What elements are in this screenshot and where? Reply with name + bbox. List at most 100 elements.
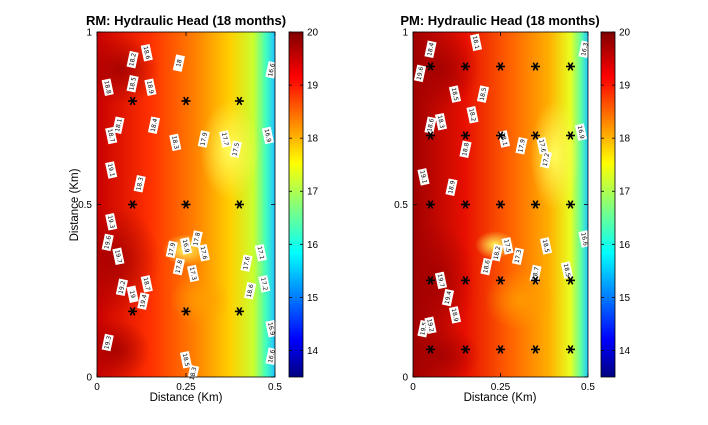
well-marker-stroke bbox=[236, 96, 243, 106]
colorbar-tick-label: 16 bbox=[307, 240, 319, 251]
contour-label-box bbox=[448, 85, 462, 103]
contour-label-text: 17.5 bbox=[502, 239, 512, 254]
well-marker bbox=[566, 345, 575, 354]
contour-label-text: 17.8 bbox=[192, 232, 202, 247]
well-marker bbox=[181, 200, 191, 209]
well-marker-stroke bbox=[532, 276, 539, 285]
contour-label-box bbox=[101, 78, 114, 96]
contour-label-text: 19.5 bbox=[419, 321, 429, 336]
well-marker bbox=[531, 345, 540, 354]
contour-label: 18.3 bbox=[133, 175, 146, 193]
contour-label: 17.6 bbox=[197, 244, 210, 262]
contour-label-text: 19.4 bbox=[444, 290, 454, 305]
contour-label: 18.5 bbox=[179, 351, 193, 369]
colorbar-tick-label: 15 bbox=[307, 293, 319, 304]
contour-label-text: 19.6 bbox=[416, 66, 426, 81]
well-marker bbox=[566, 276, 575, 285]
colorbar-tick-label: 18 bbox=[619, 134, 631, 145]
contour-label: 18.9 bbox=[144, 78, 157, 96]
contour-label-text: 19.3 bbox=[106, 215, 116, 230]
colorbar-tick-label: 20 bbox=[307, 28, 319, 39]
rm-heatmap-field bbox=[97, 32, 275, 377]
contour-label-text: 16.9 bbox=[181, 239, 191, 254]
contour-label-box bbox=[261, 126, 274, 145]
contour-label-box bbox=[105, 213, 118, 231]
x-tick-label: 0 bbox=[94, 382, 100, 393]
contour-label-text: 19.2 bbox=[425, 318, 435, 333]
contour-label-text: 17.6 bbox=[537, 139, 547, 154]
contour-label-text: 18.1 bbox=[499, 132, 509, 147]
contour-label: 18.6 bbox=[424, 116, 437, 134]
contour-label: 18.8 bbox=[101, 78, 114, 96]
well-marker bbox=[461, 62, 470, 71]
contour-label-box bbox=[254, 244, 267, 262]
contour-label-text: 19.7 bbox=[113, 249, 123, 264]
contour-label: 18.4 bbox=[147, 116, 161, 134]
well-marker-stroke bbox=[462, 62, 469, 71]
well-marker-stroke bbox=[129, 200, 136, 209]
contour-label: 16.3 bbox=[578, 40, 591, 59]
contour-label-text: 18.7 bbox=[141, 277, 151, 292]
contour-label: 16.6 bbox=[265, 347, 278, 366]
contour-label-box bbox=[169, 133, 182, 152]
contour-label-text: 17.2 bbox=[542, 152, 552, 167]
contour-label: 18.5 bbox=[126, 75, 139, 93]
colorbar-tick-label: 14 bbox=[619, 346, 631, 357]
contour-label-box bbox=[265, 347, 278, 366]
contour-label-text: 18.5 bbox=[450, 87, 460, 102]
well-marker bbox=[426, 200, 435, 209]
contour-label-box bbox=[258, 275, 271, 293]
contour-label: 18.2 bbox=[126, 50, 139, 69]
contour-label-box bbox=[529, 264, 542, 283]
y-tick-label: 0 bbox=[86, 373, 92, 384]
contour-label: 19.4 bbox=[441, 288, 455, 307]
well-marker bbox=[181, 96, 191, 106]
contour-label: 18.6 bbox=[140, 43, 153, 62]
rm-xlabel: Distance (Km) bbox=[150, 392, 223, 404]
contour-label: 19.2 bbox=[424, 316, 437, 335]
pm-panel: PM: Hydraulic Head (18 months) 18.4 18.1 1… bbox=[394, 13, 630, 404]
well-marker bbox=[128, 200, 138, 209]
contour-label: 18.2 bbox=[466, 106, 479, 124]
contour-label-box bbox=[578, 40, 591, 59]
colorbar-tick-label: 18 bbox=[307, 134, 319, 145]
contour-label-text: 18.9 bbox=[450, 308, 460, 323]
well-marker bbox=[461, 345, 470, 354]
contour-label: 16.9 bbox=[574, 123, 588, 141]
well-marker-stroke bbox=[532, 200, 539, 209]
well-marker bbox=[496, 276, 505, 285]
contour-label-text: 18 bbox=[175, 59, 183, 68]
well-marker bbox=[496, 345, 505, 354]
contour-label-box bbox=[140, 275, 153, 293]
contour-label: 17.9 bbox=[515, 137, 528, 155]
contour-label: 17.8 bbox=[172, 257, 185, 276]
colorbar-tick-label: 15 bbox=[619, 293, 631, 304]
contour-label: 17.5 bbox=[501, 237, 514, 255]
well-marker-stroke bbox=[183, 96, 189, 106]
contour-label-box bbox=[197, 244, 210, 262]
well-marker bbox=[566, 62, 575, 71]
contour-label-box bbox=[448, 306, 462, 324]
well-marker-stroke bbox=[183, 307, 189, 316]
contour-label: 18.7 bbox=[529, 264, 542, 283]
y-tick-label: 1 bbox=[402, 28, 408, 39]
contour-label: 18.3 bbox=[169, 133, 182, 152]
x-tick-label: 0.25 bbox=[491, 382, 511, 393]
contour-label-box bbox=[539, 237, 553, 255]
contour-label-text: 18.2 bbox=[493, 245, 503, 260]
well-marker-stroke bbox=[497, 62, 504, 71]
colorbar-tick-label: 17 bbox=[619, 187, 631, 198]
contour-label-box bbox=[126, 285, 139, 303]
contour-label-text: 18.8 bbox=[102, 80, 112, 95]
pm-colorbar-ticks: 14 15 16 17 18 19 20 bbox=[601, 28, 631, 357]
well-marker-stroke bbox=[427, 131, 434, 140]
contour-label: 18.5 bbox=[448, 85, 462, 103]
well-marker bbox=[566, 200, 575, 209]
contour-label-box bbox=[179, 351, 193, 369]
contour-label-text: 18.3 bbox=[189, 366, 199, 381]
contour-label-text: 17.3 bbox=[514, 249, 524, 264]
contour-label: 19.6 bbox=[101, 233, 114, 252]
contour-label: 17.3 bbox=[187, 264, 200, 283]
contour-label-text: 16.9 bbox=[263, 128, 273, 143]
